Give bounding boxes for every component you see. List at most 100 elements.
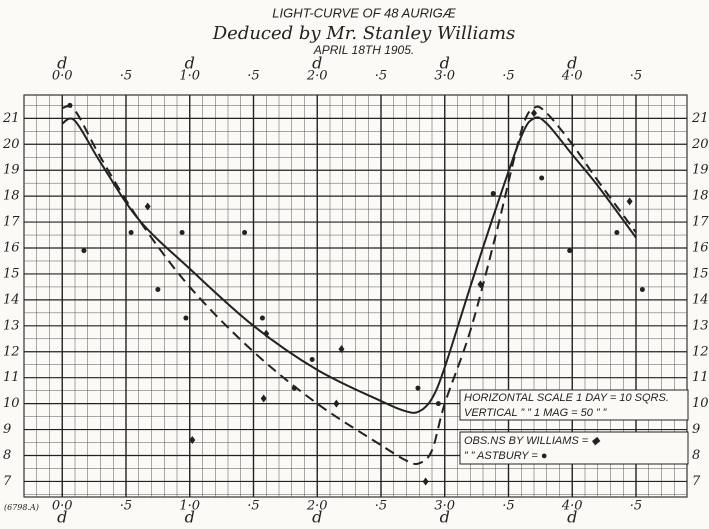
y-tick-label: 21 (691, 111, 709, 126)
observation-astbury (179, 229, 185, 235)
observation-williams (263, 329, 270, 338)
day-label: d (440, 508, 450, 526)
chart-subtitle: Deduced by Mr. Stanley Williams (212, 23, 516, 44)
y-tick-label: 20 (2, 137, 20, 152)
y-tick-label: 16 (692, 241, 709, 256)
day-label: d (567, 508, 577, 526)
day-label: d (440, 54, 450, 73)
annotation: HORIZONTAL SCALE 1 DAY = 10 SQRS. (464, 392, 669, 404)
x-tick-label: ·5 (247, 69, 259, 84)
observation-williams (333, 399, 340, 408)
y-tick-label: 12 (692, 344, 709, 359)
annotation: OBS.NS BY WILLIAMS = ◆ (464, 435, 601, 447)
day-label: d (312, 54, 322, 73)
x-tick-label: ·5 (247, 499, 259, 514)
day-label: d (185, 508, 195, 526)
observation-astbury (539, 175, 545, 181)
observation-astbury (490, 191, 496, 197)
observation-astbury (614, 229, 620, 235)
y-tick-label: 16 (3, 241, 20, 256)
observation-williams (531, 109, 537, 118)
y-tick-label: 14 (3, 292, 20, 307)
observation-astbury (291, 385, 297, 391)
observation-williams (477, 280, 484, 289)
annotation-box (459, 431, 689, 465)
day-label: d (57, 54, 67, 73)
light-curve (62, 105, 637, 466)
observation-astbury (155, 287, 161, 293)
light-curve (61, 116, 637, 414)
y-tick-label: 13 (692, 318, 709, 333)
y-tick-label: 8 (692, 448, 700, 463)
observation-astbury (67, 102, 73, 108)
y-tick-label: 10 (3, 396, 20, 411)
observation-astbury (309, 357, 315, 363)
y-tick-label: 17 (3, 215, 20, 230)
observation-astbury (242, 229, 248, 235)
x-tick-label: ·5 (375, 499, 387, 514)
y-tick-label: 19 (3, 163, 20, 178)
x-tick-label: 1·0 (179, 499, 200, 514)
x-tick-label: ·5 (502, 69, 514, 84)
y-tick-label: 21 (2, 111, 20, 126)
observation-williams (144, 202, 151, 211)
x-tick-label: ·5 (502, 499, 514, 514)
observation-astbury (435, 401, 441, 407)
x-tick-label: 1·0 (179, 69, 200, 84)
observation-astbury (128, 229, 134, 235)
x-tick-label: 3·0 (434, 499, 455, 514)
day-label: d (185, 54, 195, 73)
observation-williams (260, 394, 267, 403)
y-tick-label: 20 (691, 137, 709, 152)
x-tick-label: ·5 (120, 69, 132, 84)
y-tick-label: 18 (692, 189, 709, 204)
x-tick-label: ·5 (120, 499, 132, 514)
observation-astbury (639, 287, 645, 293)
annotation-box (459, 389, 689, 421)
y-tick-label: 19 (692, 163, 709, 178)
y-tick-label: 9 (692, 422, 700, 437)
y-tick-label: 12 (3, 344, 20, 359)
annotation: ” ” ASTBURY = ● (464, 450, 548, 462)
day-label: d (57, 508, 67, 526)
chart-title: LIGHT-CURVE OF 48 AURIGÆ (272, 5, 456, 20)
y-tick-label: 14 (692, 292, 709, 307)
x-tick-label: 0·0 (52, 499, 73, 514)
x-tick-label: 4·0 (561, 499, 583, 514)
x-tick-label: ·5 (630, 499, 642, 514)
y-tick-label: 17 (692, 215, 709, 230)
observation-williams (626, 197, 633, 206)
observation-astbury (259, 315, 265, 321)
x-tick-label: 2·0 (306, 69, 328, 84)
y-tick-label: 7 (3, 474, 12, 489)
day-label: d (567, 54, 577, 73)
observation-williams (338, 345, 345, 354)
observation-astbury (415, 385, 421, 391)
y-tick-label: 8 (3, 448, 11, 463)
y-tick-label: 13 (3, 318, 20, 333)
y-tick-label: 18 (3, 189, 20, 204)
y-tick-label: 15 (3, 266, 20, 281)
x-tick-label: 0·0 (52, 69, 73, 84)
y-tick-label: 11 (3, 370, 20, 385)
annotation: VERTICAL ” ” 1 MAG = 50 ” ” (464, 407, 608, 419)
observation-williams (189, 435, 196, 444)
observation-astbury (567, 248, 573, 254)
y-tick-label: 11 (692, 370, 709, 385)
x-tick-label: ·5 (630, 69, 642, 84)
x-tick-label: 3·0 (434, 69, 455, 84)
x-tick-label: ·5 (375, 69, 387, 84)
y-tick-label: 10 (692, 396, 709, 411)
y-tick-label: 15 (692, 266, 709, 281)
y-tick-label: 9 (3, 422, 11, 437)
x-tick-label: 4·0 (561, 69, 583, 84)
observation-astbury (183, 315, 189, 321)
observation-astbury (81, 248, 87, 254)
day-label: d (312, 508, 322, 526)
y-tick-label: 7 (692, 474, 701, 489)
observation-williams (422, 477, 429, 486)
chart-date: APRIL 18TH 1905. (313, 43, 415, 57)
plate-number: (6798.A) (4, 503, 39, 512)
